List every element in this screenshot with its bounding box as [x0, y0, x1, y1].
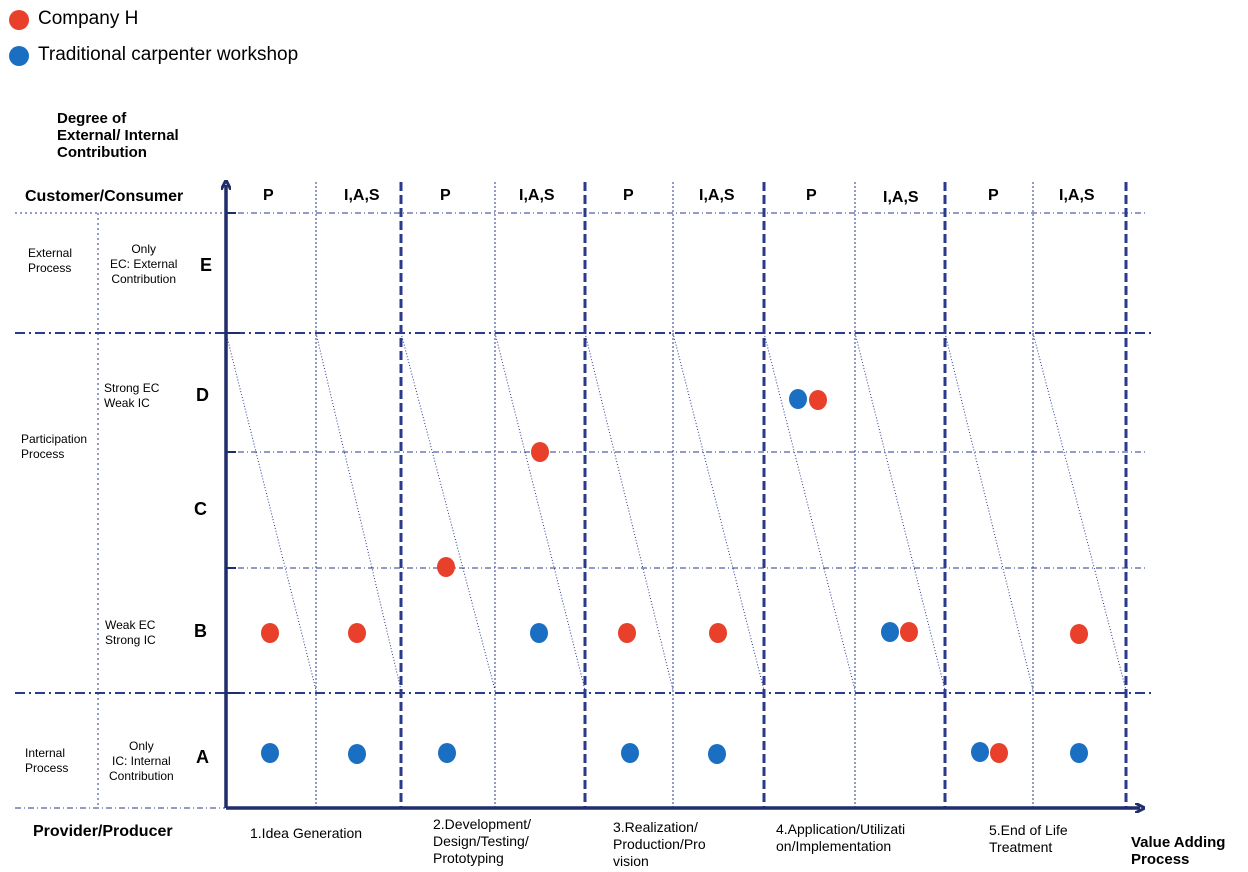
data-point-company-h — [900, 622, 918, 642]
column-header: P — [440, 187, 451, 204]
level-description-e: Only EC: External Contribution — [110, 242, 178, 286]
phase-label-realization: 3.Realization/ Production/Pro vision — [613, 819, 706, 869]
data-point-carpenter — [789, 389, 807, 409]
data-point-company-h — [531, 442, 549, 462]
data-point-carpenter — [348, 744, 366, 764]
column-header: I,A,S — [519, 187, 555, 204]
data-point-company-h — [261, 623, 279, 643]
data-point-carpenter — [708, 744, 726, 764]
data-point-carpenter — [971, 742, 989, 762]
legend-carpenter-label: Traditional carpenter workshop — [38, 44, 299, 65]
column-header: I,A,S — [883, 189, 919, 206]
data-point-carpenter — [881, 622, 899, 642]
level-boundaries — [15, 212, 1145, 809]
data-point-company-h — [809, 390, 827, 410]
process-label-external: External Process — [28, 246, 73, 275]
label-separators — [15, 212, 225, 808]
data-point-company-h — [618, 623, 636, 643]
process-label-internal: Internal Process — [25, 746, 69, 775]
level-description-a: Only IC: Internal Contribution — [109, 739, 174, 783]
level-description-d: Strong EC Weak IC — [104, 381, 160, 410]
legend-company-h-marker — [9, 10, 29, 30]
process-label-participation: Participation Process — [21, 432, 88, 461]
level-label-c: C — [194, 499, 207, 519]
data-point-carpenter — [261, 743, 279, 763]
diagonal-lines — [225, 332, 1127, 691]
data-point-company-h — [990, 743, 1008, 763]
data-point-company-h — [709, 623, 727, 643]
column-header: P — [988, 187, 999, 204]
y-axis-top-label: Customer/Consumer — [25, 188, 184, 205]
phase-label-end-of-life: 5.End of Life Treatment — [989, 822, 1068, 855]
legend-company-h-label: Company H — [38, 8, 139, 29]
legend-carpenter-marker — [9, 46, 29, 66]
phase-label-idea-generation: 1.Idea Generation — [250, 825, 363, 841]
data-point-company-h — [348, 623, 366, 643]
data-point-carpenter — [438, 743, 456, 763]
data-point-carpenter — [621, 743, 639, 763]
company-h-markers — [261, 390, 1088, 763]
carpenter-markers — [261, 389, 1088, 764]
level-label-e: E — [200, 255, 213, 275]
phase-label-application: 4.Application/Utilizati on/Implementatio… — [776, 821, 906, 854]
column-header: P — [263, 187, 274, 204]
column-header: P — [806, 187, 817, 204]
y-axis-title: Degree of External/ Internal Contributio… — [57, 110, 179, 161]
data-point-company-h — [1070, 624, 1088, 644]
level-description-b: Weak EC Strong IC — [105, 618, 156, 647]
column-header: P — [623, 187, 634, 204]
data-point-company-h — [437, 557, 455, 577]
phase-dividers — [399, 182, 1128, 808]
y-axis-ticks — [226, 212, 240, 694]
x-axis-title: Value Adding Process — [1131, 834, 1226, 868]
column-header: I,A,S — [699, 187, 735, 204]
level-label-d: D — [196, 385, 209, 405]
column-dividers-thin — [315, 182, 1034, 808]
data-point-carpenter — [1070, 743, 1088, 763]
data-point-carpenter — [530, 623, 548, 643]
phase-label-development: 2.Development/ Design/Testing/ Prototypi… — [433, 816, 532, 866]
column-header: I,A,S — [344, 187, 380, 204]
level-label-b: B — [194, 621, 207, 641]
level-label-a: A — [196, 747, 209, 767]
column-header: I,A,S — [1059, 187, 1095, 204]
y-axis-bottom-label: Provider/Producer — [33, 823, 173, 840]
